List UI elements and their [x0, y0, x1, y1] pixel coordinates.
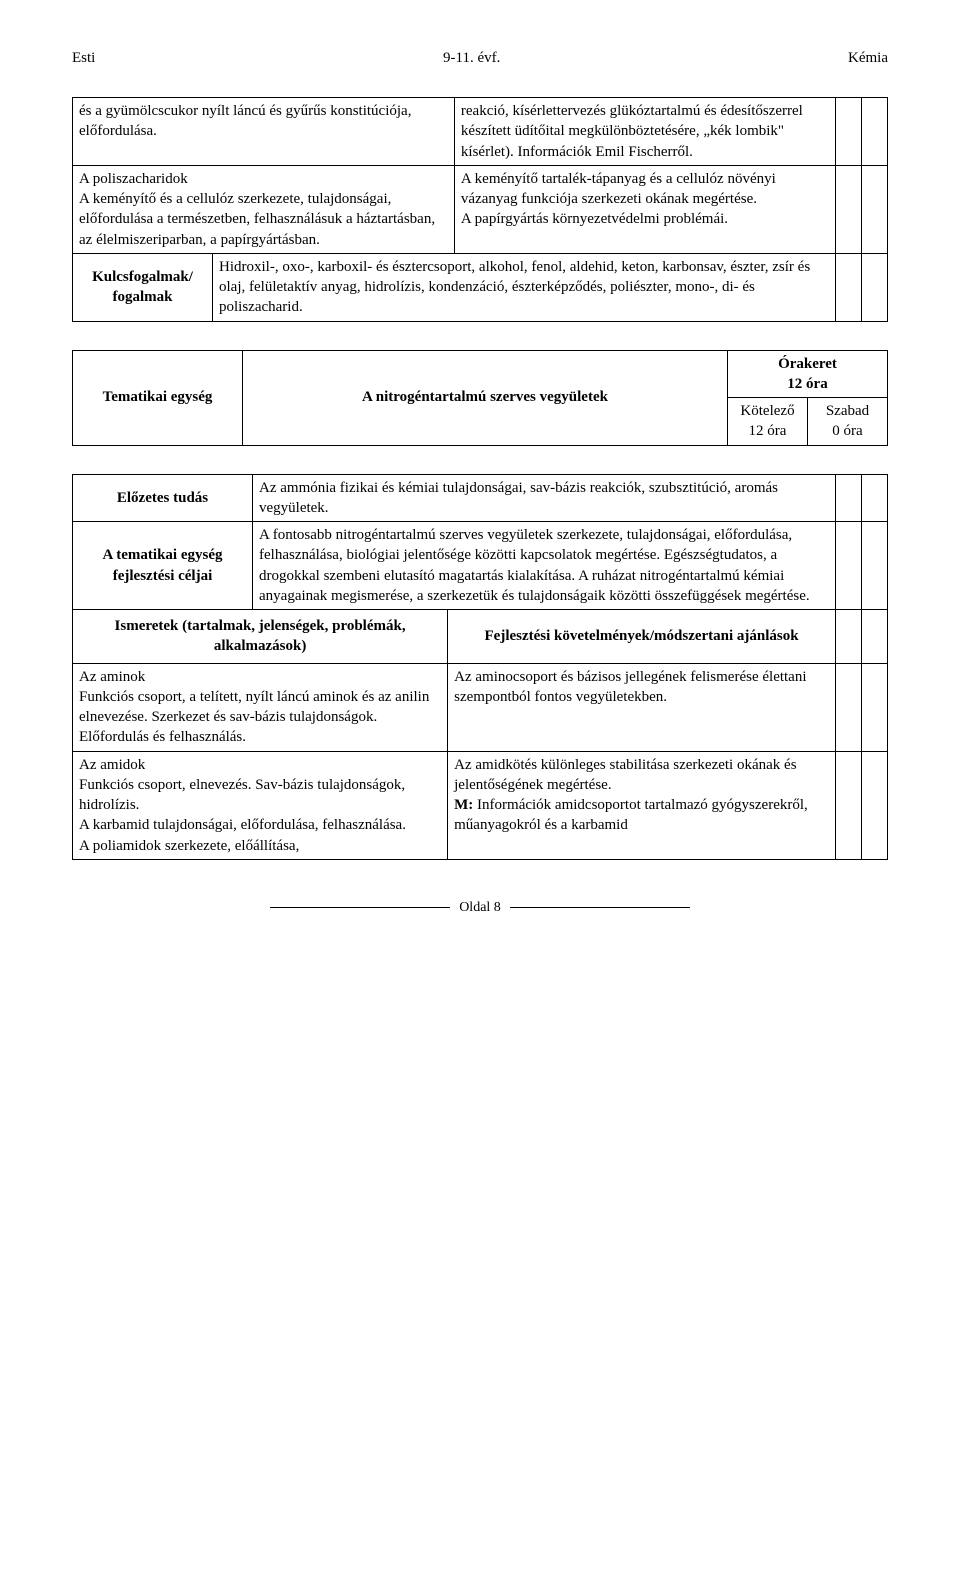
key-concepts-content: Hidroxil-, oxo-, karboxil- és észtercsop… [213, 253, 836, 321]
table-content: Előzetes tudás Az ammónia fizikai és kém… [72, 474, 888, 860]
table-thematic-unit: Tematikai egység A nitrogéntartalmú szer… [72, 350, 888, 446]
header-left: Esti [72, 50, 95, 67]
cell-empty [862, 751, 888, 859]
cell-empty [862, 474, 888, 522]
cell-empty [836, 98, 862, 166]
cell-empty [836, 610, 862, 664]
footer-line-left [270, 907, 450, 908]
aminok-left: Az aminokFunkciós csoport, a telített, n… [73, 663, 448, 751]
header-center: 9-11. évf. [443, 50, 500, 67]
fejlesztesi-label: A tematikai egység fejlesztési céljai [73, 522, 253, 610]
table-row: Kulcsfogalmak/ fogalmak Hidroxil-, oxo-,… [73, 253, 888, 321]
table-row: Az aminokFunkciós csoport, a telített, n… [73, 663, 888, 751]
cell-empty [836, 663, 862, 751]
fejlesztesi-header: Fejlesztési követelmények/módszertani aj… [448, 610, 836, 664]
page-footer: Oldal 8 [72, 900, 888, 916]
elozetes-label: Előzetes tudás [73, 474, 253, 522]
table-row: A tematikai egység fejlesztési céljai A … [73, 522, 888, 610]
cell-left: A poliszacharidokA keményítő és a cellul… [73, 165, 455, 253]
fejlesztesi-content: A fontosabb nitrogéntartalmú szerves veg… [253, 522, 836, 610]
cell-empty [862, 165, 888, 253]
table-row: A poliszacharidokA keményítő és a cellul… [73, 165, 888, 253]
table-keywords: és a gyümölcscukor nyílt láncú és gyűrűs… [72, 97, 888, 322]
orakeret-header: Órakeret12 óra [728, 350, 888, 398]
table-row: Az amidokFunkciós csoport, elnevezés. Sa… [73, 751, 888, 859]
table-row: és a gyümölcscukor nyílt láncú és gyűrűs… [73, 98, 888, 166]
table-row: Ismeretek (tartalmak, jelenségek, problé… [73, 610, 888, 664]
cell-empty [836, 253, 862, 321]
cell-empty [862, 522, 888, 610]
page-header: Esti 9-11. évf. Kémia [72, 50, 888, 67]
cell-left: és a gyümölcscukor nyílt láncú és gyűrűs… [73, 98, 455, 166]
key-concepts-label: Kulcsfogalmak/ fogalmak [73, 253, 213, 321]
cell-empty [862, 663, 888, 751]
thematic-title: A nitrogéntartalmú szerves vegyületek [243, 350, 728, 445]
kotelezo-cell: Kötelező12 óra [728, 398, 808, 446]
footer-text: Oldal 8 [453, 900, 507, 915]
header-right: Kémia [848, 50, 888, 67]
elozetes-content: Az ammónia fizikai és kémiai tulajdonság… [253, 474, 836, 522]
cell-empty [836, 474, 862, 522]
thematic-label: Tematikai egység [73, 350, 243, 445]
cell-right: A keményítő tartalék-tápanyag és a cellu… [454, 165, 835, 253]
amidok-right: Az amidkötés különleges stabilitása szer… [448, 751, 836, 859]
ismeretek-header: Ismeretek (tartalmak, jelenségek, problé… [73, 610, 448, 664]
cell-empty [862, 253, 888, 321]
aminok-right: Az aminocsoport és bázisos jellegének fe… [448, 663, 836, 751]
cell-empty [836, 165, 862, 253]
table-row: Tematikai egység A nitrogéntartalmú szer… [73, 350, 888, 398]
szabad-cell: Szabad0 óra [808, 398, 888, 446]
cell-empty [836, 751, 862, 859]
cell-right: reakció, kísérlettervezés glükóztartalmú… [454, 98, 835, 166]
cell-empty [836, 522, 862, 610]
amidok-left: Az amidokFunkciós csoport, elnevezés. Sa… [73, 751, 448, 859]
cell-empty [862, 98, 888, 166]
cell-empty [862, 610, 888, 664]
footer-line-right [510, 907, 690, 908]
table-row: Előzetes tudás Az ammónia fizikai és kém… [73, 474, 888, 522]
